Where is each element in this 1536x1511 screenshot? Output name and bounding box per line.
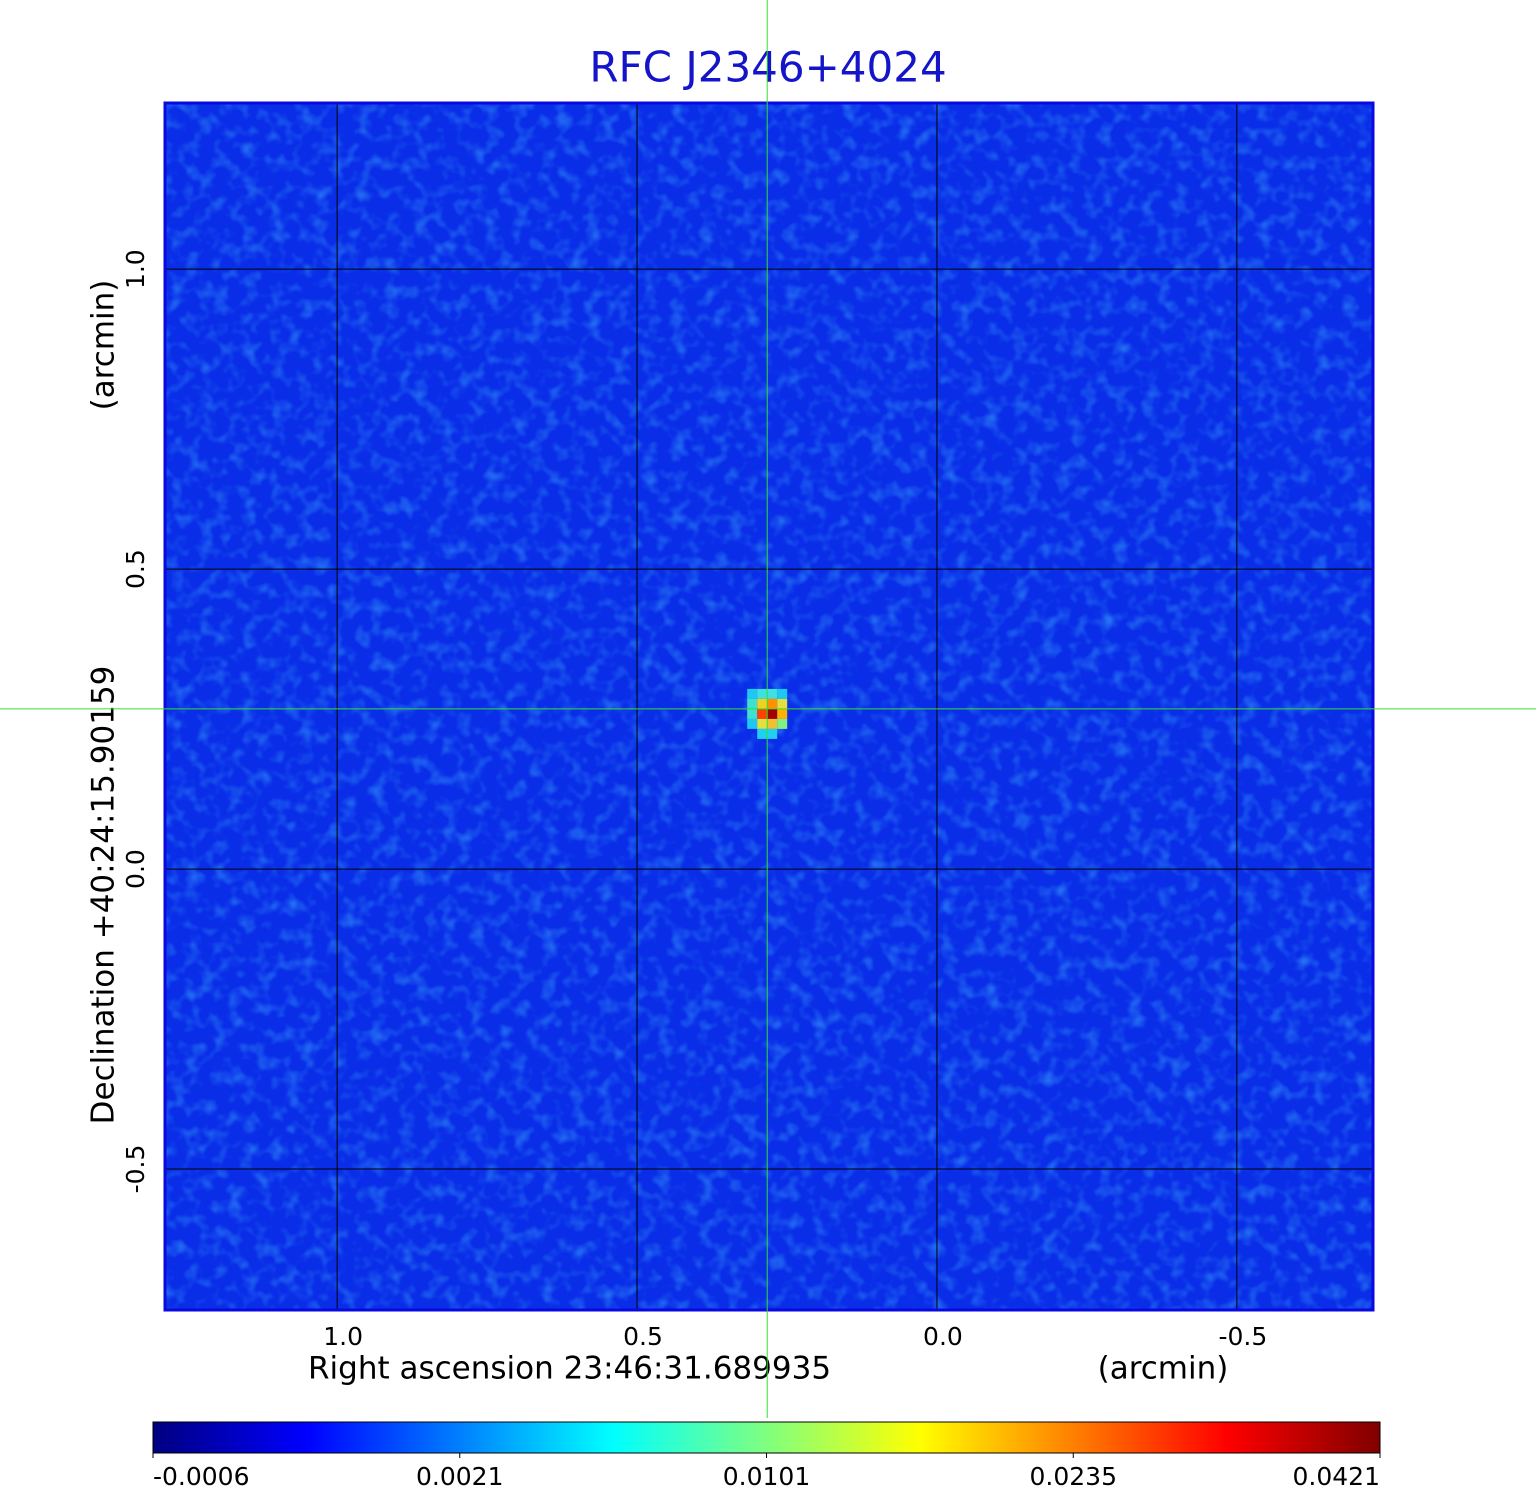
y-tick-label: 1.0: [121, 249, 150, 289]
x-tick-label: 0.5: [623, 1322, 663, 1351]
source-pixel: [777, 708, 788, 719]
source-pixel: [777, 688, 788, 699]
source-pixel: [767, 688, 778, 699]
colorbar-tick-label: 0.0235: [1030, 1462, 1117, 1491]
source-pixel: [757, 688, 768, 699]
x-tick-label: -0.5: [1218, 1322, 1267, 1351]
source-pixel: [747, 698, 758, 709]
ticks: 1.0 0.5 0.0 -0.5 1.0 0.5 0.0 -0.5 -0.0006 0.0021 0…: [121, 249, 1381, 1491]
y-tick-label: 0.0: [121, 849, 150, 889]
source: [747, 688, 788, 739]
source-pixel: [747, 708, 758, 719]
source-pixel: [777, 698, 788, 709]
chart-title: RFC J2346+4024: [589, 43, 946, 92]
colorbar: [152, 1421, 1381, 1454]
colorbar-tick-label: -0.0006: [153, 1462, 250, 1491]
plot-frame: [163, 101, 1375, 1312]
source-pixel: [757, 708, 768, 719]
source-pixel: [757, 698, 768, 709]
x-axis-label: Right ascension 23:46:31.689935: [308, 1351, 831, 1387]
y-axis-label: Declination +40:24:15.90159: [86, 666, 122, 1125]
x-tick-label: 1.0: [323, 1322, 363, 1351]
source-pixel: [767, 728, 778, 739]
y-tick-label: -0.5: [121, 1145, 150, 1194]
source-pixel: [747, 688, 758, 699]
source-pixel: [777, 718, 788, 729]
x-axis-unit: (arcmin): [1098, 1351, 1229, 1387]
y-tick-label: 0.5: [121, 549, 150, 589]
source-pixel: [747, 718, 758, 729]
source-pixel: [767, 698, 778, 709]
source-pixel: [757, 718, 768, 729]
source-pixel: [767, 718, 778, 729]
colorbar-tick-label: 0.0101: [723, 1462, 810, 1491]
source-pixel: [757, 728, 768, 739]
colorbar-tick-label: 0.0021: [416, 1462, 503, 1491]
x-tick-label: 0.0: [923, 1322, 963, 1351]
colorbar-tick-label: 0.0421: [1293, 1462, 1380, 1491]
y-axis-unit: (arcmin): [86, 280, 122, 411]
grid: [165, 103, 1373, 1310]
source-pixel: [767, 708, 778, 719]
